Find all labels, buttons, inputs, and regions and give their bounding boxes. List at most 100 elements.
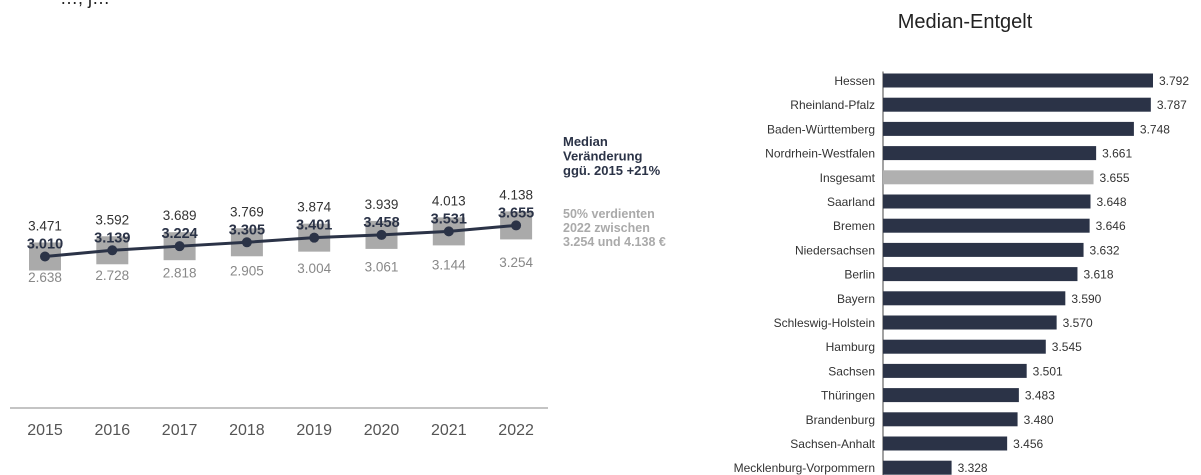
lower-quartile-label: 2.728 xyxy=(95,268,129,283)
category-label: Schleswig-Holstein xyxy=(774,316,875,330)
median-value-label: 3.531 xyxy=(431,211,467,227)
x-tick-label: 2020 xyxy=(364,422,400,439)
lower-quartile-label: 2.905 xyxy=(230,263,264,278)
bar xyxy=(883,242,1084,257)
bar-value-label: 3.787 xyxy=(1157,98,1187,112)
bar xyxy=(883,460,952,475)
bar-value-label: 3.480 xyxy=(1024,413,1054,427)
category-label: Thüringen xyxy=(821,389,875,403)
header-fragment: …, j… xyxy=(60,0,110,8)
bar xyxy=(883,267,1078,282)
category-label: Brandenburg xyxy=(806,413,875,427)
bar-value-label: 3.590 xyxy=(1071,292,1101,306)
x-tick-label: 2022 xyxy=(498,422,534,439)
lower-quartile-label: 3.254 xyxy=(499,255,533,270)
median-line xyxy=(44,223,517,258)
category-label: Baden-Württemberg xyxy=(767,122,875,136)
bar-value-label: 3.646 xyxy=(1096,219,1126,233)
lower-quartile-label: 2.818 xyxy=(163,266,197,281)
bar xyxy=(883,121,1134,136)
median-point xyxy=(511,220,522,231)
bar xyxy=(883,436,1008,451)
bar-value-label: 3.792 xyxy=(1159,74,1189,88)
bar-value-label: 3.328 xyxy=(958,461,988,475)
bar xyxy=(883,146,1097,161)
median-change-note: Veränderung xyxy=(563,149,643,164)
median-value-label: 3.655 xyxy=(498,205,534,221)
bar xyxy=(883,194,1091,209)
category-label: Sachsen xyxy=(828,364,875,378)
x-tick-label: 2015 xyxy=(27,422,63,439)
x-tick-label: 2019 xyxy=(296,422,332,439)
category-label: Berlin xyxy=(844,268,875,282)
upper-quartile-label: 4.013 xyxy=(432,193,466,208)
bar xyxy=(883,363,1027,378)
lower-quartile-label: 3.061 xyxy=(365,260,399,275)
bar xyxy=(883,170,1094,185)
median-value-label: 3.139 xyxy=(94,230,130,246)
lower-quartile-label: 3.004 xyxy=(297,261,331,276)
category-label: Rheinland-Pfalz xyxy=(790,98,875,112)
bar-value-label: 3.655 xyxy=(1100,171,1130,185)
category-label: Mecklenburg-Vorpommern xyxy=(734,461,875,475)
median-line-chart: 3.010 3.471 2.638 2015 3.139 3.592 2.728 2016 3.… xyxy=(10,187,548,439)
upper-quartile-label: 3.874 xyxy=(297,200,331,215)
bar xyxy=(883,218,1090,233)
median-value-label: 3.010 xyxy=(27,237,63,253)
lower-quartile-label: 2.638 xyxy=(28,270,62,285)
category-label: Sachsen-Anhalt xyxy=(790,437,875,451)
state-bar-chart: Median-Entgelt Hessen 3.792 Rheinland-Pfalz… xyxy=(734,11,1189,475)
median-change-note: Median xyxy=(563,134,608,149)
median-change-note: ggü. 2015 +21% xyxy=(563,163,661,178)
bar-value-label: 3.456 xyxy=(1013,437,1043,451)
category-label: Niedersachsen xyxy=(795,243,875,257)
range-note: 50% verdienten xyxy=(563,207,655,221)
range-note: 3.254 und 4.138 € xyxy=(563,235,666,249)
median-value-label: 3.401 xyxy=(296,218,332,234)
upper-quartile-label: 3.769 xyxy=(230,204,264,219)
median-point xyxy=(40,251,50,262)
upper-quartile-label: 3.689 xyxy=(163,208,197,223)
median-point xyxy=(107,245,118,256)
category-label: Insgesamt xyxy=(820,171,876,185)
median-point xyxy=(443,226,454,237)
median-point xyxy=(376,229,387,240)
upper-quartile-label: 4.138 xyxy=(499,187,533,202)
x-tick-label: 2018 xyxy=(229,422,265,439)
category-label: Hamburg xyxy=(826,340,875,354)
bar xyxy=(883,412,1018,427)
bar xyxy=(883,73,1153,88)
category-label: Hessen xyxy=(834,74,875,88)
median-point xyxy=(309,232,320,243)
bar-value-label: 3.570 xyxy=(1063,316,1093,330)
category-label: Bremen xyxy=(833,219,875,233)
bar-value-label: 3.545 xyxy=(1052,340,1082,354)
lower-quartile-label: 3.144 xyxy=(432,258,466,273)
median-point xyxy=(174,241,185,252)
x-tick-label: 2017 xyxy=(162,422,198,439)
median-value-label: 3.224 xyxy=(161,226,197,242)
median-value-label: 3.458 xyxy=(363,215,399,231)
bar xyxy=(883,339,1046,354)
upper-quartile-label: 3.939 xyxy=(365,197,399,212)
bar xyxy=(883,388,1019,403)
bar-value-label: 3.648 xyxy=(1096,195,1126,209)
median-point xyxy=(241,237,252,248)
bar-value-label: 3.748 xyxy=(1140,122,1170,136)
bar-value-label: 3.501 xyxy=(1033,364,1063,378)
x-tick-label: 2021 xyxy=(431,422,467,439)
bar-value-label: 3.618 xyxy=(1083,268,1113,282)
bar-value-label: 3.661 xyxy=(1102,147,1132,161)
upper-quartile-label: 3.592 xyxy=(95,212,129,227)
range-note: 2022 zwischen xyxy=(563,221,650,235)
bar xyxy=(883,291,1066,306)
x-tick-label: 2016 xyxy=(95,422,131,439)
upper-quartile-label: 3.471 xyxy=(28,219,62,234)
category-label: Saarland xyxy=(827,195,875,209)
bar xyxy=(883,97,1151,112)
bar-value-label: 3.483 xyxy=(1025,389,1055,403)
category-label: Nordrhein-Westfalen xyxy=(765,147,875,161)
category-label: Bayern xyxy=(837,292,875,306)
